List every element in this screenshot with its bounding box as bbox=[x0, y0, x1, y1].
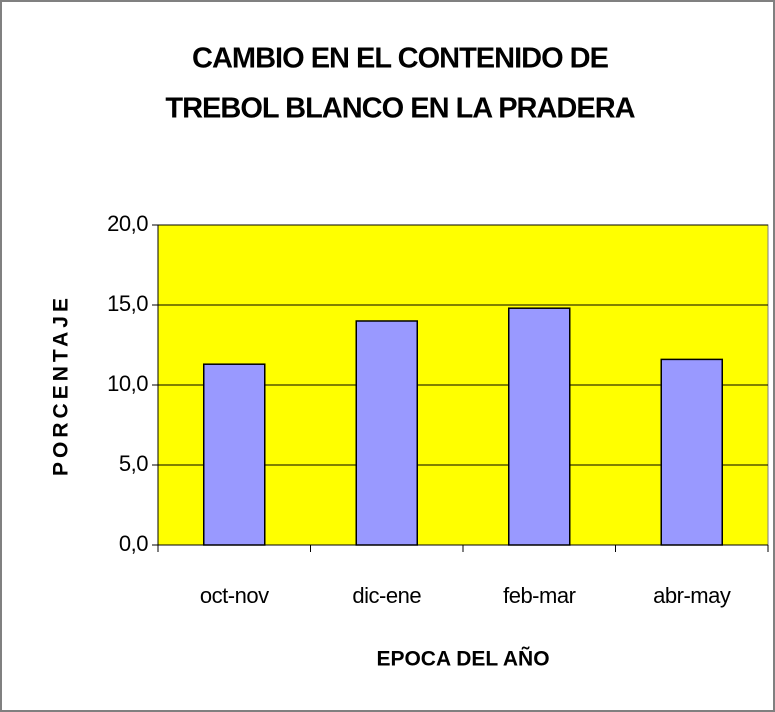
bar bbox=[203, 363, 266, 546]
bar bbox=[660, 358, 723, 546]
y-tick-label: 0,0 bbox=[119, 531, 148, 556]
bar bbox=[355, 320, 418, 546]
chart-title-line: CAMBIO EN EL CONTENIDO DE bbox=[192, 43, 609, 75]
x-axis-title: EPOCA DEL AÑO bbox=[376, 648, 549, 671]
y-tick-label: 20,0 bbox=[107, 211, 148, 236]
y-tick-label: 10,0 bbox=[107, 371, 148, 396]
chart-title-line: TREBOL BLANCO EN LA PRADERA bbox=[165, 93, 635, 125]
x-tick-label: dic-ene bbox=[352, 583, 421, 608]
x-tick-label: abr-may bbox=[653, 583, 731, 608]
y-tick-label: 15,0 bbox=[107, 291, 148, 316]
y-tick-label: 5,0 bbox=[119, 451, 148, 476]
bar bbox=[508, 307, 571, 546]
x-tick-label: feb-mar bbox=[503, 583, 575, 608]
y-axis-title: PORCENTAJE bbox=[50, 294, 73, 476]
x-tick-label: oct-nov bbox=[200, 583, 269, 608]
